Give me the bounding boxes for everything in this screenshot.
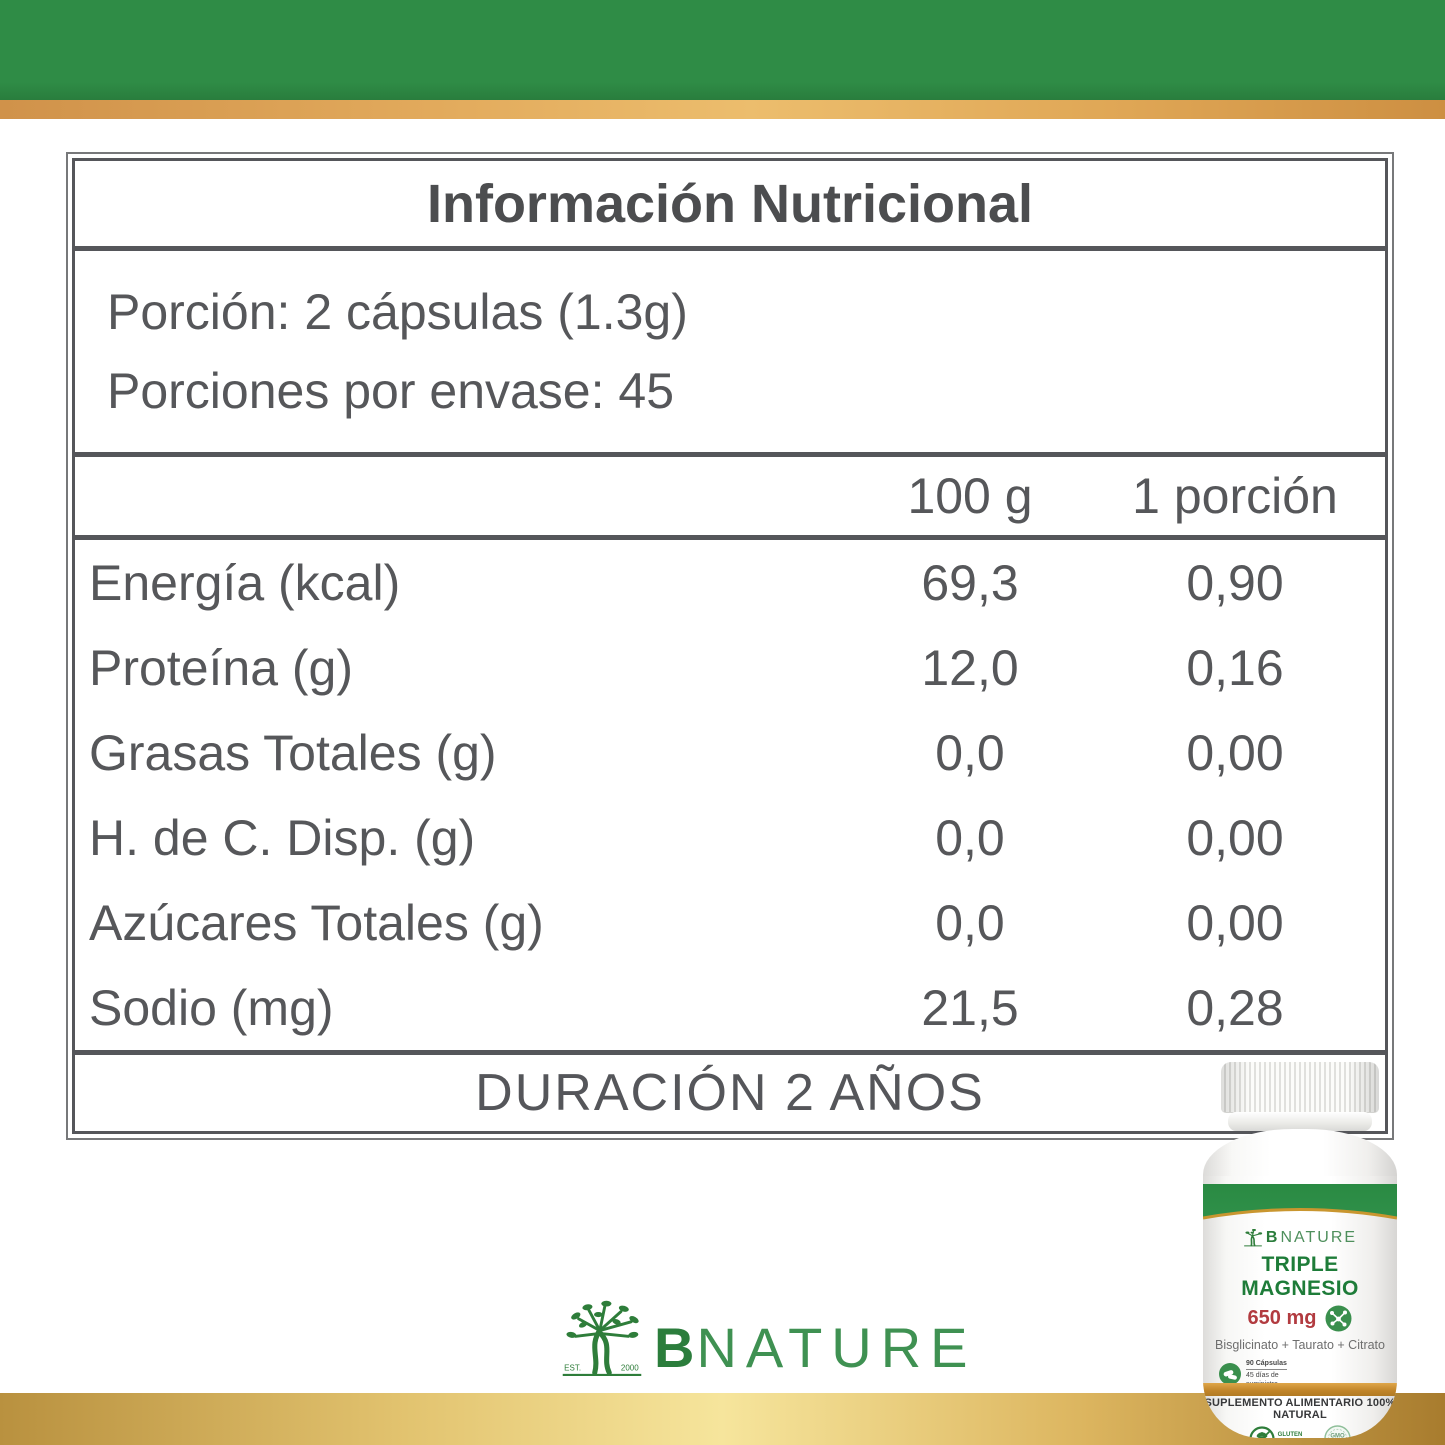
table-row: Energía (kcal) 69,3 0,90 bbox=[75, 540, 1385, 625]
capsule-count: 90 Cápsulas bbox=[1246, 1359, 1287, 1371]
badges-row: GLUTEN FREE GMO FREE bbox=[1203, 1425, 1397, 1438]
gluten-word: GLUTEN bbox=[1277, 1431, 1303, 1438]
nutrition-table: Información Nutricional Porción: 2 cápsu… bbox=[66, 152, 1394, 1140]
gluten-free-badge: GLUTEN FREE bbox=[1249, 1426, 1303, 1438]
bottle-shoulder bbox=[1203, 1129, 1397, 1177]
row-value-100g: 0,0 bbox=[935, 809, 1005, 866]
row-label: Energía (kcal) bbox=[89, 554, 401, 611]
row-value-portion: 0,16 bbox=[1186, 639, 1284, 696]
bottle-brand-rest: NATURE bbox=[1280, 1229, 1358, 1246]
gluten-free-icon bbox=[1249, 1426, 1275, 1438]
table-row: Grasas Totales (g) 0,0 0,00 bbox=[75, 710, 1385, 795]
brand-logo: EST. 2000 BNATURE bbox=[558, 1300, 977, 1380]
table-row: H. de C. Disp. (g) 0,0 0,00 bbox=[75, 795, 1385, 880]
brand-wordmark: BNATURE bbox=[654, 1319, 977, 1380]
product-name: TRIPLE MAGNESIO bbox=[1241, 1253, 1359, 1300]
serving-section: Porción: 2 cápsulas (1.3g) Porciones por… bbox=[75, 251, 1385, 457]
column-header-row: 100 g 1 porción bbox=[75, 457, 1385, 540]
row-value-portion: 0,00 bbox=[1186, 724, 1284, 781]
dose-amount: 650 mg bbox=[1247, 1307, 1317, 1329]
brand-rest: NATURE bbox=[696, 1315, 977, 1379]
top-green-banner bbox=[0, 0, 1445, 100]
label-green-band bbox=[1203, 1184, 1397, 1220]
row-label: Sodio (mg) bbox=[89, 979, 334, 1036]
tree-icon: EST. 2000 bbox=[562, 1300, 642, 1376]
bottle-neck-ring bbox=[1228, 1112, 1372, 1131]
row-label: Grasas Totales (g) bbox=[89, 724, 497, 781]
row-label: Azúcares Totales (g) bbox=[89, 894, 544, 951]
bottle-cap bbox=[1221, 1062, 1379, 1113]
supplement-claim: SUPLEMENTO ALIMENTARIO 100% NATURAL bbox=[1204, 1397, 1396, 1422]
bottle-body: B NATURE TRIPLE MAGNESIO 650 mg bbox=[1203, 1176, 1397, 1438]
brand-b: B bbox=[654, 1315, 697, 1379]
table-row: Proteína (g) 12,0 0,16 bbox=[75, 625, 1385, 710]
row-value-portion: 0,90 bbox=[1186, 554, 1284, 611]
gmo-free-badge: GMO FREE bbox=[1324, 1425, 1352, 1438]
row-value-portion: 0,00 bbox=[1186, 894, 1284, 951]
bottle-brand-logo: B NATURE bbox=[1203, 1229, 1397, 1247]
label-content: B NATURE TRIPLE MAGNESIO 650 mg bbox=[1203, 1226, 1397, 1438]
row-label: Proteína (g) bbox=[89, 639, 354, 696]
duration-row: DURACIÓN 2 AÑOS bbox=[75, 1050, 1385, 1131]
row-value-100g: 12,0 bbox=[921, 639, 1019, 696]
column-header-100g: 100 g bbox=[907, 468, 1033, 524]
row-value-100g: 0,0 bbox=[935, 894, 1005, 951]
gmo-word: GMO bbox=[1331, 1434, 1346, 1438]
bottle-label: B NATURE TRIPLE MAGNESIO 650 mg bbox=[1203, 1184, 1397, 1438]
top-gold-stripe bbox=[0, 100, 1445, 119]
bottle-brand-b: B bbox=[1265, 1229, 1278, 1246]
logo-year-label: 2000 bbox=[621, 1364, 639, 1373]
row-value-100g: 69,3 bbox=[921, 554, 1019, 611]
ingredients-subtitle: Bisglicinato + Taurato + Citrato bbox=[1214, 1338, 1385, 1352]
row-value-100g: 21,5 bbox=[921, 979, 1019, 1036]
dose-row: 650 mg bbox=[1203, 1305, 1397, 1332]
row-label: H. de C. Disp. (g) bbox=[89, 809, 476, 866]
gluten-free-label: GLUTEN FREE bbox=[1278, 1432, 1303, 1438]
table-title: Información Nutricional bbox=[75, 161, 1385, 251]
row-value-portion: 0,28 bbox=[1186, 979, 1284, 1036]
column-header-portion: 1 porción bbox=[1132, 468, 1338, 524]
serving-size: Porción: 2 cápsulas (1.3g) bbox=[107, 283, 688, 340]
logo-est-label: EST. bbox=[564, 1364, 581, 1373]
table-row: Sodio (mg) 21,5 0,28 bbox=[75, 965, 1385, 1050]
row-value-100g: 0,0 bbox=[935, 724, 1005, 781]
label-gold-band bbox=[1203, 1383, 1397, 1396]
bottom-gold-stripe bbox=[0, 1393, 1445, 1445]
table-row: Azúcares Totales (g) 0,0 0,00 bbox=[75, 880, 1385, 965]
servings-per-container: Porciones por envase: 45 bbox=[107, 363, 675, 420]
capsule-icon bbox=[1219, 1363, 1241, 1386]
bottle-tree-icon bbox=[1244, 1229, 1263, 1247]
product-bottle: B NATURE TRIPLE MAGNESIO 650 mg bbox=[1203, 1062, 1397, 1439]
molecule-icon bbox=[1325, 1305, 1352, 1332]
nutrition-table-inner: Información Nutricional Porción: 2 cápsu… bbox=[72, 158, 1388, 1134]
row-value-portion: 0,00 bbox=[1186, 809, 1284, 866]
